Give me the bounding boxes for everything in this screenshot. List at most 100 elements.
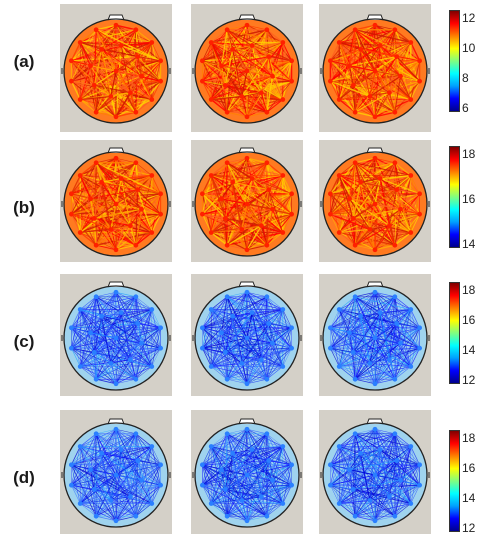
electrode: [68, 345, 74, 351]
connectivity-head-map: [191, 140, 303, 262]
electrode: [289, 78, 295, 84]
electrode: [372, 335, 378, 341]
electrode: [91, 215, 97, 221]
electrode: [392, 160, 398, 166]
connectivity-head-map: [60, 4, 172, 132]
electrode: [93, 27, 99, 33]
electrode: [244, 201, 250, 207]
electrode: [336, 230, 342, 235]
electrode: [392, 242, 398, 248]
electrode: [68, 58, 74, 64]
electrode: [93, 376, 99, 382]
electrode: [149, 97, 155, 102]
electrode: [93, 242, 99, 248]
colorbar-tick-label: 16: [462, 461, 476, 475]
electrode: [372, 114, 378, 120]
electrode: [135, 54, 141, 60]
electrode: [377, 310, 383, 315]
electrode: [352, 27, 358, 33]
electrode: [224, 242, 230, 248]
electrode: [392, 109, 398, 115]
electrode: [158, 462, 164, 468]
electrode: [336, 173, 342, 178]
electrode: [367, 498, 373, 503]
connection-lines: [70, 24, 162, 118]
electrode: [244, 381, 250, 387]
electrode: [398, 73, 403, 79]
electrode: [352, 376, 358, 382]
electrode: [258, 90, 264, 96]
electrode: [336, 97, 342, 102]
electrode: [398, 340, 403, 346]
electrode: [93, 294, 99, 300]
electrode: [386, 90, 392, 96]
electrode: [270, 206, 275, 212]
colorbar: [449, 146, 460, 248]
electrode: [392, 376, 398, 382]
electrode: [372, 68, 378, 74]
electrode: [127, 90, 133, 96]
electrode: [239, 227, 245, 232]
electrode: [336, 40, 342, 45]
electrode: [408, 230, 414, 235]
electrode: [222, 82, 228, 88]
electrode: [264, 242, 270, 248]
electrode: [68, 211, 74, 217]
electrode: [280, 173, 286, 178]
electrode: [372, 381, 378, 387]
electrode: [133, 294, 139, 300]
electrode: [99, 179, 105, 185]
electrode: [108, 227, 114, 232]
electrode: [249, 43, 255, 48]
electrode: [108, 94, 114, 99]
electrode: [266, 458, 272, 464]
electrode: [358, 313, 364, 319]
electrode: [270, 73, 275, 79]
connectivity-head-map: [191, 4, 303, 132]
electrode: [270, 340, 275, 346]
electrode: [118, 447, 124, 452]
electrode: [347, 467, 352, 473]
electrode: [264, 431, 270, 437]
electrode: [417, 58, 423, 64]
electrode: [113, 201, 119, 207]
electrode: [139, 73, 144, 79]
electrode: [258, 494, 264, 500]
electrode: [230, 46, 236, 52]
electrode: [99, 450, 105, 456]
electrode: [158, 345, 164, 351]
electrode: [118, 43, 124, 48]
electrode: [408, 40, 414, 45]
colorbar-tick-label: 14: [462, 237, 476, 251]
electrode: [149, 364, 155, 369]
colorbar-tick-label: 14: [462, 491, 476, 505]
row-label: (a): [13, 52, 35, 71]
colorbar-tick-label: 14: [462, 343, 476, 357]
electrode: [224, 160, 230, 166]
electrode: [372, 22, 378, 28]
electrode: [327, 345, 333, 351]
electrode: [208, 307, 214, 312]
electrode: [199, 78, 205, 84]
electrode: [77, 501, 83, 506]
electrode: [139, 206, 144, 212]
connectivity-head-map: [191, 274, 303, 396]
colorbar-tick-label: 18: [462, 147, 476, 161]
electrode: [93, 160, 99, 166]
electrode: [392, 27, 398, 33]
electrode: [239, 498, 245, 503]
electrode: [199, 325, 205, 331]
electrode: [327, 462, 333, 468]
electrode: [280, 364, 286, 369]
electrode: [417, 462, 423, 468]
electrode: [77, 307, 83, 312]
electrode: [68, 78, 74, 84]
connection-lines: [70, 157, 162, 251]
electrode: [347, 196, 352, 202]
electrode: [139, 340, 144, 346]
electrode: [158, 325, 164, 331]
electrode: [133, 376, 139, 382]
electrode: [244, 155, 250, 161]
electrode: [108, 498, 114, 503]
electrode: [88, 196, 93, 202]
